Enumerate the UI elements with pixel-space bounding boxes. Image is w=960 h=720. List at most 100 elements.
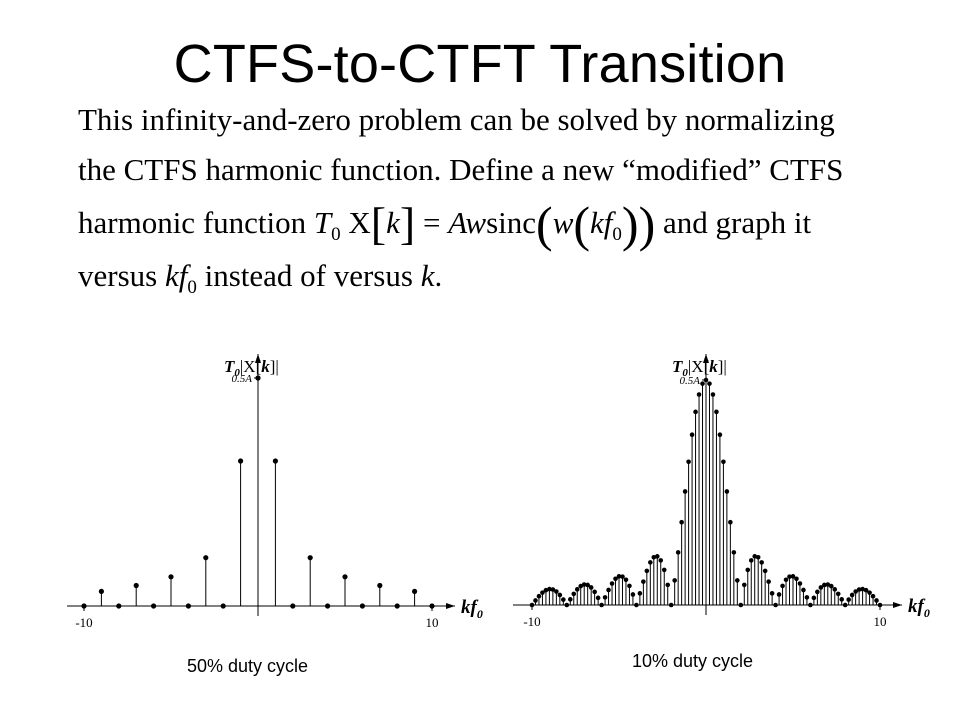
stem-marker: [860, 586, 865, 592]
stem-marker: [815, 589, 820, 595]
stem-marker: [133, 582, 139, 589]
stem-marker: [595, 595, 601, 601]
stem-marker: [762, 568, 768, 574]
stem-marker: [863, 587, 869, 593]
formula-w: w: [465, 205, 487, 240]
y-axis-arrow: [703, 354, 709, 363]
stem-marker: [731, 550, 737, 555]
stem-marker: [724, 489, 730, 494]
stem-marker: [651, 554, 657, 560]
stem-marker: [745, 567, 751, 573]
stem-marker: [203, 555, 209, 561]
body-line-4-kf: kf: [164, 258, 188, 293]
stem-marker: [554, 589, 559, 594]
formula-T-sub: 0: [331, 224, 341, 245]
stem-marker: [547, 586, 552, 592]
stem-marker: [616, 574, 622, 579]
stem-marker: [325, 603, 331, 609]
stem-marker: [839, 597, 845, 602]
stem-marker: [342, 574, 348, 580]
y-axis-label: T0|X[k]|: [672, 357, 727, 379]
stem-marker: [550, 587, 556, 592]
stem-marker: [783, 577, 789, 583]
body-line-4: versus kf0 instead of versus k.: [78, 259, 442, 305]
stem-marker: [634, 602, 639, 608]
stem-marker: [220, 603, 226, 609]
stem-marker: [825, 582, 831, 587]
x-axis-arrow: [446, 603, 455, 609]
body-line-4-end: .: [434, 258, 443, 293]
stem-marker: [377, 582, 383, 589]
body-line-4-pre: versus: [78, 258, 158, 293]
stem-marker: [290, 603, 296, 609]
stem-marker: [533, 598, 538, 603]
stem-marker: [609, 581, 615, 586]
y-axis-label: T0|X[k]|: [224, 357, 279, 379]
stem-marker: [703, 377, 709, 383]
stem-marker: [307, 555, 313, 561]
stem-marker: [238, 458, 244, 464]
stem-marker: [780, 583, 785, 589]
stem-marker: [710, 392, 716, 397]
stem-marker: [588, 585, 594, 590]
stem-marker: [714, 409, 719, 415]
formula-sinc: sinc: [486, 205, 537, 240]
formula-kf: kf: [590, 205, 613, 240]
formula-kf-sub: 0: [612, 224, 622, 245]
stem-marker: [81, 603, 87, 609]
stem-marker: [255, 375, 261, 381]
body-line-4-kf-sub: 0: [187, 277, 197, 298]
stem-marker: [696, 392, 702, 397]
stem-marker: [675, 550, 681, 555]
x-tick-label: 10: [874, 614, 887, 629]
formula-k: k: [386, 205, 400, 240]
stem-marker: [571, 591, 577, 597]
stem-marker: [721, 459, 726, 465]
stem-marker: [644, 568, 650, 574]
stem-marker: [693, 409, 698, 415]
stem-marker: [828, 583, 834, 589]
stem-marker: [717, 432, 723, 438]
stem-marker: [853, 589, 858, 594]
stem-marker: [735, 578, 740, 583]
stem-marker: [665, 582, 671, 588]
stem-marker: [581, 582, 587, 587]
stem-marker: [168, 574, 174, 580]
y-tick-label: 0.5A: [680, 375, 701, 387]
stem-marker: [394, 603, 400, 609]
stem-marker: [564, 602, 570, 608]
stem-marker: [686, 459, 691, 465]
stem-marker: [738, 602, 744, 608]
stem-marker: [794, 576, 799, 582]
stem-marker: [661, 567, 667, 573]
stem-marker: [185, 603, 191, 609]
stem-marker: [773, 602, 778, 608]
stem-marker: [641, 579, 646, 584]
body-line-3-post: and graph it: [662, 205, 812, 240]
stem-marker: [536, 593, 542, 599]
stem-marker: [842, 602, 848, 608]
stem-marker: [98, 588, 104, 595]
stem-marker: [811, 595, 817, 601]
body-line-3: harmonic function T0 X[k] = Awsinc(w(kf0…: [78, 199, 812, 252]
stem-marker: [808, 602, 813, 608]
stem-marker: [790, 574, 796, 579]
stem-marker: [592, 589, 597, 595]
stem-marker: [630, 592, 636, 597]
stem-marker: [835, 591, 841, 597]
stem-marker: [602, 595, 608, 600]
stem-marker: [540, 590, 545, 595]
stem-marker: [682, 489, 688, 494]
y-axis-arrow: [255, 354, 261, 363]
stem-marker: [748, 558, 754, 563]
stem-marker: [429, 603, 435, 609]
formula-T: T: [313, 205, 332, 240]
stem-marker: [856, 587, 862, 592]
stem-marker: [529, 602, 535, 608]
stem-marker: [599, 602, 604, 608]
stem-marker: [832, 587, 838, 592]
stem-marker: [707, 381, 712, 386]
